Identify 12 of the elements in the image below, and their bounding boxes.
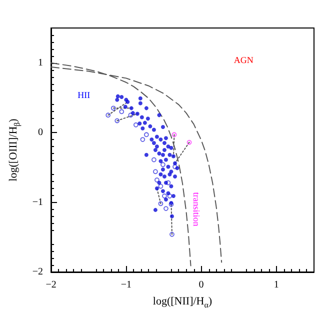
y-tick-label: 0 bbox=[38, 127, 43, 138]
x-tick-label: −1 bbox=[120, 280, 132, 290]
y-tick-label: 1 bbox=[38, 57, 43, 68]
x-tick-label: −2 bbox=[46, 280, 56, 290]
x-tick-label: 0 bbox=[198, 280, 204, 290]
y-tick-label: −2 bbox=[32, 266, 43, 278]
annotation: AGN bbox=[234, 54, 254, 65]
y-axis-title: log([OIII]/Hβ) bbox=[8, 118, 22, 182]
x-tick-label: 1 bbox=[274, 280, 279, 290]
y-tick-label: −1 bbox=[32, 196, 43, 208]
annotation: HII bbox=[78, 90, 90, 100]
annotation: transition bbox=[191, 192, 202, 227]
